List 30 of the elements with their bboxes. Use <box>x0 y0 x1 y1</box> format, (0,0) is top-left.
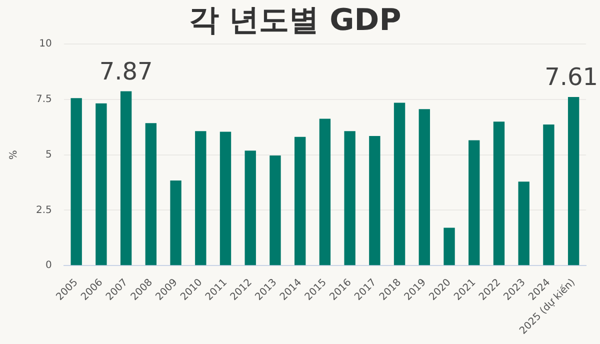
bar <box>568 96 580 266</box>
y-tick-label: 10 <box>39 38 52 50</box>
bar <box>96 103 107 266</box>
y-tick-label: 0 <box>46 260 52 272</box>
bar <box>344 131 356 266</box>
bar <box>444 228 455 266</box>
y-axis-title: % <box>8 150 20 160</box>
bar <box>170 180 182 266</box>
data-label: 7.87 <box>99 57 153 86</box>
y-tick-label: 5 <box>46 149 52 160</box>
bar <box>468 140 480 266</box>
bar <box>145 123 157 266</box>
bar <box>394 102 406 266</box>
data-label: 7.61 <box>544 63 598 92</box>
bar <box>518 182 530 266</box>
bar <box>294 136 306 266</box>
y-tick-label: 2.5 <box>36 204 52 216</box>
bar <box>319 118 331 266</box>
bar <box>244 150 256 266</box>
y-tick-label: 7.5 <box>36 94 52 106</box>
bar <box>270 155 281 266</box>
bar <box>543 124 554 266</box>
chart-title: 각 년도별 GDP <box>188 2 402 38</box>
bar <box>220 132 232 266</box>
bar <box>70 98 82 266</box>
bar <box>418 109 430 266</box>
bar <box>493 122 505 266</box>
bar <box>120 91 132 266</box>
bar <box>369 136 380 266</box>
bar <box>195 131 206 266</box>
